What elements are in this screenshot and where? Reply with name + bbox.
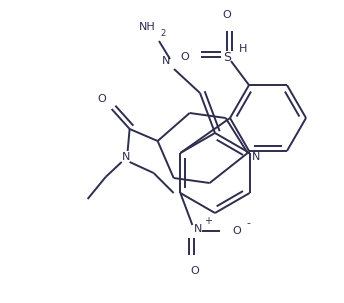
- Text: O: O: [223, 10, 232, 20]
- Text: NH: NH: [139, 22, 155, 32]
- Text: S: S: [223, 51, 231, 64]
- Text: +: +: [204, 216, 212, 226]
- Text: N: N: [194, 224, 203, 234]
- Text: O: O: [190, 266, 199, 276]
- Text: N: N: [121, 152, 130, 162]
- Text: O: O: [181, 52, 190, 62]
- Text: 2: 2: [160, 28, 165, 38]
- Text: O: O: [232, 226, 241, 236]
- Text: N: N: [251, 152, 260, 162]
- Text: H: H: [239, 44, 247, 54]
- Text: -: -: [246, 218, 250, 228]
- Text: N: N: [162, 56, 170, 66]
- Text: O: O: [97, 94, 106, 104]
